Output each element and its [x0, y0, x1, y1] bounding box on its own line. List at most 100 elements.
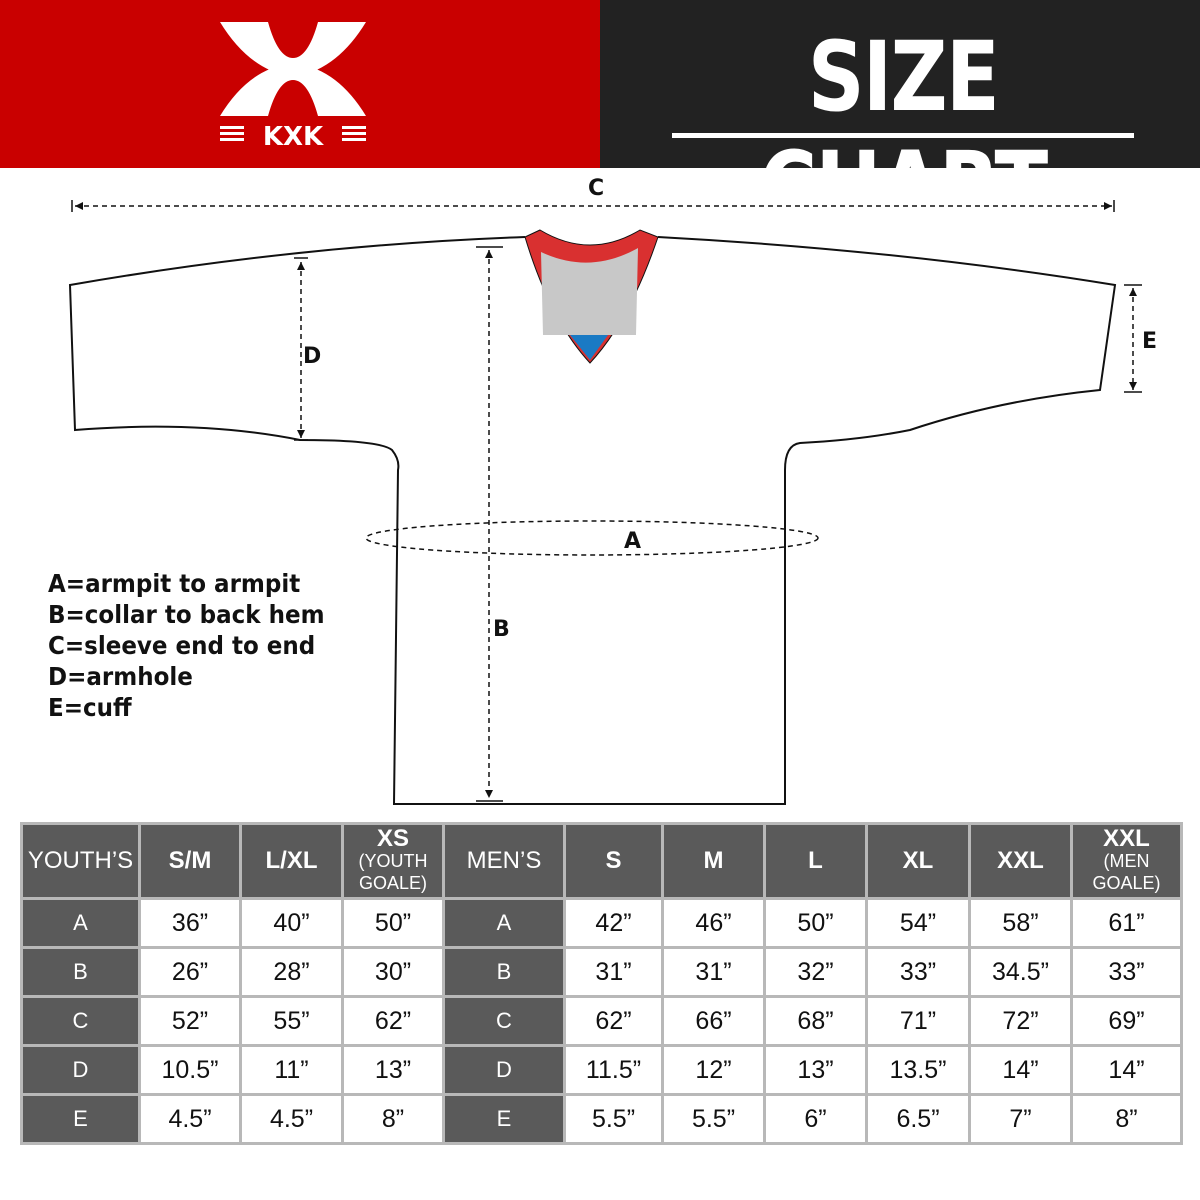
header-label: YOUTH’S	[27, 847, 134, 874]
table-row: D 10.5” 11” 13” D 11.5” 12” 13” 13.5” 14” 14”	[20, 1044, 1183, 1096]
jersey-diagram	[68, 200, 1142, 805]
size-label: L	[808, 847, 823, 874]
men-value: 31”	[563, 946, 664, 998]
men-value: 50”	[763, 897, 868, 949]
row-label: D	[20, 1044, 141, 1096]
men-value: 6”	[763, 1093, 868, 1145]
men-value: 46”	[661, 897, 766, 949]
men-value: 54”	[865, 897, 971, 949]
table-row: B 26” 28” 30” B 31” 31” 32” 33” 34.5” 33”	[20, 946, 1183, 998]
row-label: A	[442, 897, 566, 949]
men-value: 62”	[563, 995, 664, 1047]
youth-value: 10.5”	[138, 1044, 242, 1096]
men-value: 14”	[968, 1044, 1073, 1096]
size-header: S/M	[138, 822, 242, 900]
men-value: 5.5”	[563, 1093, 664, 1145]
row-label: B	[442, 946, 566, 998]
size-label: S	[605, 847, 622, 874]
youth-value: 11”	[239, 1044, 344, 1096]
men-value: 61”	[1070, 897, 1183, 949]
row-label: C	[20, 995, 141, 1047]
table-row: C 52” 55” 62” C 62” 66” 68” 71” 72” 69”	[20, 995, 1183, 1047]
brand-banner	[0, 0, 600, 168]
youth-value: 62”	[341, 995, 445, 1047]
youth-value: 4.5”	[239, 1093, 344, 1145]
men-value: 13.5”	[865, 1044, 971, 1096]
men-value: 58”	[968, 897, 1073, 949]
men-value: 32”	[763, 946, 868, 998]
youth-value: 36”	[138, 897, 242, 949]
size-header: XL	[865, 822, 971, 900]
page-title: SIZE CHART	[759, 21, 1048, 243]
men-value: 13”	[763, 1044, 868, 1096]
label-e: E	[1142, 329, 1158, 354]
size-label: XXL	[1103, 825, 1150, 852]
size-sublabel: (YOUTH GOALE)	[358, 851, 428, 893]
men-value: 7”	[968, 1093, 1073, 1145]
size-sublabel: (MEN GOALE)	[1092, 851, 1161, 893]
measurement-legend: A=armpit to armpit B=collar to back hem …	[48, 568, 349, 723]
row-label: A	[20, 897, 141, 949]
men-value: 69”	[1070, 995, 1183, 1047]
kxk-logo: KXK	[218, 18, 368, 153]
youth-value: 50”	[341, 897, 445, 949]
row-label: B	[20, 946, 141, 998]
header-label: MEN’S	[466, 847, 542, 874]
youth-value: 13”	[341, 1044, 445, 1096]
men-header: MEN’S	[442, 822, 566, 900]
men-value: 11.5”	[563, 1044, 664, 1096]
men-value: 33”	[865, 946, 971, 998]
size-header: L/XL	[239, 822, 344, 900]
men-value: 66”	[661, 995, 766, 1047]
men-value: 72”	[968, 995, 1073, 1047]
size-header: M	[661, 822, 766, 900]
table-header-row: YOUTH’S S/M L/XL XS (YOUTH GOALE) MEN’S S M L XL X…	[20, 822, 1183, 900]
size-label: M	[703, 847, 724, 874]
youth-value: 55”	[239, 995, 344, 1047]
table-row: A 36” 40” 50” A 42” 46” 50” 54” 58” 61”	[20, 897, 1183, 949]
youth-value: 52”	[138, 995, 242, 1047]
title-underline	[672, 133, 1134, 138]
size-header: L	[763, 822, 868, 900]
men-value: 14”	[1070, 1044, 1183, 1096]
label-a: A	[624, 529, 642, 554]
men-value: 68”	[763, 995, 868, 1047]
legend-item: E=cuff	[48, 693, 132, 722]
men-value: 5.5”	[661, 1093, 766, 1145]
row-label: E	[20, 1093, 141, 1145]
brand-text: KXK	[263, 122, 324, 148]
size-label: S/M	[168, 847, 212, 874]
men-value: 34.5”	[968, 946, 1073, 998]
youth-value: 26”	[138, 946, 242, 998]
label-c: C	[588, 176, 605, 201]
size-header: XXL (MEN GOALE)	[1070, 822, 1183, 900]
label-d: D	[303, 344, 322, 369]
youth-header: YOUTH’S	[20, 822, 141, 900]
size-header: XS (YOUTH GOALE)	[341, 822, 445, 900]
legend-item: A=armpit to armpit	[48, 569, 301, 598]
title-banner	[600, 0, 1200, 168]
size-label: XS	[376, 825, 409, 852]
men-value: 8”	[1070, 1093, 1183, 1145]
men-value: 31”	[661, 946, 766, 998]
size-label: XL	[902, 847, 934, 874]
youth-value: 40”	[239, 897, 344, 949]
youth-value: 30”	[341, 946, 445, 998]
label-b: B	[493, 617, 510, 642]
men-value: 71”	[865, 995, 971, 1047]
row-label: D	[442, 1044, 566, 1096]
size-label: XXL	[997, 847, 1044, 874]
youth-value: 8”	[341, 1093, 445, 1145]
size-header: S	[563, 822, 664, 900]
youth-value: 4.5”	[138, 1093, 242, 1145]
men-value: 42”	[563, 897, 664, 949]
row-label: E	[442, 1093, 566, 1145]
row-label: C	[442, 995, 566, 1047]
table-row: E 4.5” 4.5” 8” E 5.5” 5.5” 6” 6.5” 7” 8”	[20, 1093, 1183, 1145]
legend-item: D=armhole	[48, 662, 193, 691]
men-value: 6.5”	[865, 1093, 971, 1145]
size-header: XXL	[968, 822, 1073, 900]
youth-value: 28”	[239, 946, 344, 998]
size-table: YOUTH’S S/M L/XL XS (YOUTH GOALE) MEN’S S M L XL X…	[20, 822, 1183, 1145]
men-value: 33”	[1070, 946, 1183, 998]
